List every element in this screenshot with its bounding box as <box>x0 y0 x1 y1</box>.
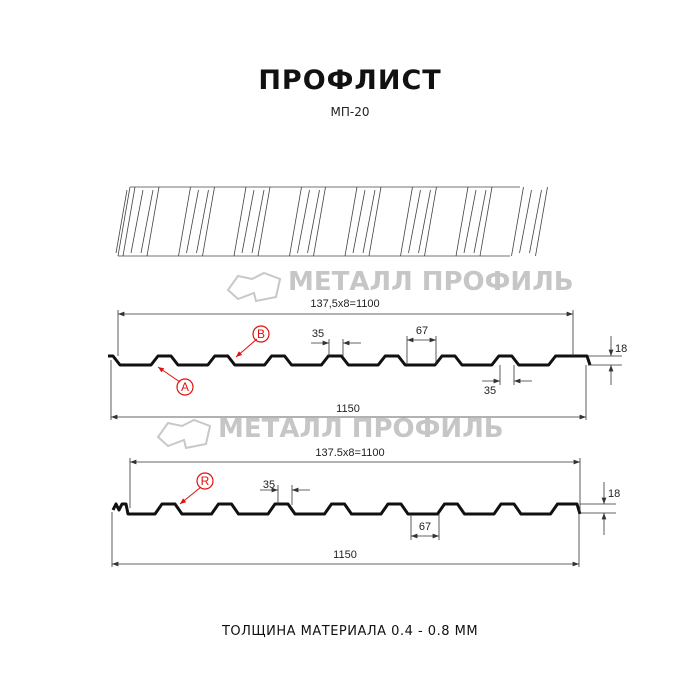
profile-1-section <box>108 354 592 367</box>
dim-trough-label-2: 67 <box>419 521 431 533</box>
dim-rib-bottom-label: 35 <box>484 385 496 397</box>
marker-b <box>252 325 270 343</box>
watermark-2: МЕТАЛЛ ПРОФИЛЬ <box>156 414 504 450</box>
watermark-1: МЕТАЛЛ ПРОФИЛЬ <box>226 267 574 303</box>
profile-2-section <box>111 502 582 516</box>
sheet-perspective-drawing <box>115 186 548 257</box>
dim-height-label: 18 <box>615 343 627 355</box>
watermark-text: МЕТАЛЛ ПРОФИЛЬ <box>288 267 574 297</box>
dim-trough-label: 67 <box>416 325 428 337</box>
page-title: ПРОФЛИСТ <box>258 65 441 96</box>
dim-rib-top-label-2: 35 <box>263 479 275 491</box>
marker-a-label: A <box>181 380 189 394</box>
marker-a <box>176 378 194 396</box>
dim-rib-top-label: 35 <box>312 328 324 340</box>
profile-2: 137.5x8=1100 1150 35 67 18 R <box>111 447 620 567</box>
material-thickness-note: ТОЛЩИНА МАТЕРИАЛА 0.4 - 0.8 ММ <box>221 624 478 639</box>
dim-width-label: 1150 <box>336 403 360 415</box>
page-subtitle: МП-20 <box>331 105 370 119</box>
dim-pitch-label-2: 137.5x8=1100 <box>315 447 384 459</box>
profile-1: 137,5x8=1100 1150 35 67 35 18 B A <box>108 298 627 420</box>
marker-r-label: R <box>201 474 210 488</box>
dim-pitch-label: 137,5x8=1100 <box>310 298 379 310</box>
marker-b-label: B <box>257 327 265 341</box>
dim-height-label-2: 18 <box>608 488 620 500</box>
watermark-logo-icon <box>156 418 212 450</box>
watermark-logo-icon <box>226 271 282 303</box>
watermark-text: МЕТАЛЛ ПРОФИЛЬ <box>218 414 504 444</box>
marker-r <box>196 472 214 490</box>
dim-width-label-2: 1150 <box>333 549 357 561</box>
